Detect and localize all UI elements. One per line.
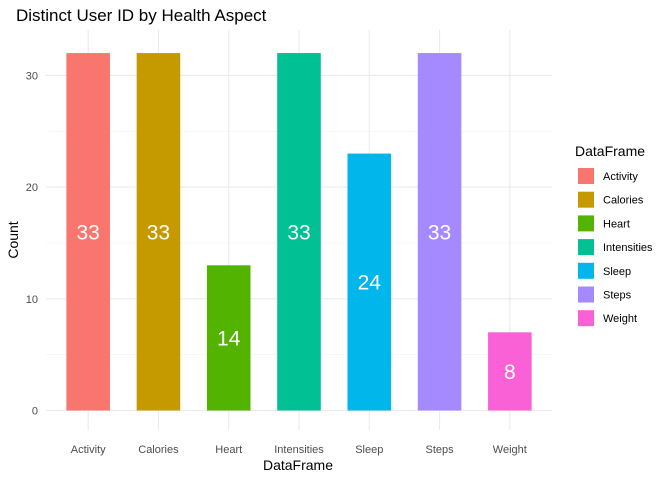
legend-item: Calories (578, 191, 644, 208)
legend-item: Weight (578, 310, 637, 327)
bar-value-label: 14 (217, 327, 241, 350)
x-tick-label: Steps (425, 444, 454, 456)
legend-items: Activity Calories Heart Intensities Sleep Ste… (578, 168, 653, 327)
legend-label: Heart (603, 218, 630, 230)
bar-labels: 33 33 14 33 24 33 8 (76, 221, 515, 384)
legend-item: Intensities (578, 239, 653, 256)
legend-swatch (578, 262, 594, 279)
x-tick-label: Calories (138, 444, 179, 456)
bars (66, 53, 532, 411)
bar-value-label: 33 (287, 221, 310, 244)
legend-swatch (578, 168, 594, 184)
legend: DataFrame Activity Calories Heart Intensiti… (575, 143, 653, 327)
bar-intensities (277, 53, 321, 411)
legend-item: Sleep (578, 262, 631, 279)
y-tick-label: 10 (26, 294, 38, 306)
y-axis-ticks: 0 10 20 30 (26, 70, 38, 417)
legend-item: Steps (578, 286, 632, 303)
legend-label: Intensities (603, 242, 653, 254)
legend-item: Activity (578, 168, 638, 184)
legend-label: Calories (603, 195, 644, 207)
legend-label: Sleep (603, 266, 631, 278)
legend-label: Weight (603, 313, 637, 325)
bar-value-label: 33 (147, 221, 170, 244)
y-tick-label: 20 (26, 182, 38, 194)
x-axis-ticks: Activity Calories Heart Intensities Sleep Ste… (71, 444, 527, 456)
bar-calories (136, 53, 181, 411)
x-tick-label: Activity (71, 444, 106, 456)
bar-value-label: 33 (428, 221, 451, 244)
x-axis-title: DataFrame (263, 457, 333, 473)
bar-sleep (347, 153, 392, 411)
legend-swatch (578, 191, 594, 208)
legend-item: Heart (578, 215, 630, 232)
bar-value-label: 33 (76, 221, 99, 244)
bar-steps (417, 53, 462, 411)
legend-swatch (578, 310, 594, 327)
x-tick-label: Heart (215, 444, 242, 456)
x-tick-label: Sleep (355, 444, 383, 456)
y-tick-label: 30 (26, 70, 38, 82)
legend-title: DataFrame (575, 143, 645, 159)
bar-value-label: 8 (504, 361, 516, 384)
bar-heart (206, 265, 251, 411)
y-axis-title: Count (5, 221, 21, 258)
bar-activity (66, 53, 110, 411)
legend-label: Activity (603, 171, 638, 183)
x-tick-label: Weight (493, 444, 527, 456)
legend-swatch (578, 215, 594, 232)
legend-swatch (578, 286, 594, 303)
x-tick-label: Intensities (274, 444, 324, 456)
bar-value-label: 24 (358, 272, 382, 295)
bar-weight (488, 332, 532, 411)
y-tick-label: 0 (32, 406, 38, 418)
legend-swatch (578, 239, 594, 256)
legend-label: Steps (603, 290, 632, 302)
chart-title: Distinct User ID by Health Aspect (16, 6, 267, 25)
